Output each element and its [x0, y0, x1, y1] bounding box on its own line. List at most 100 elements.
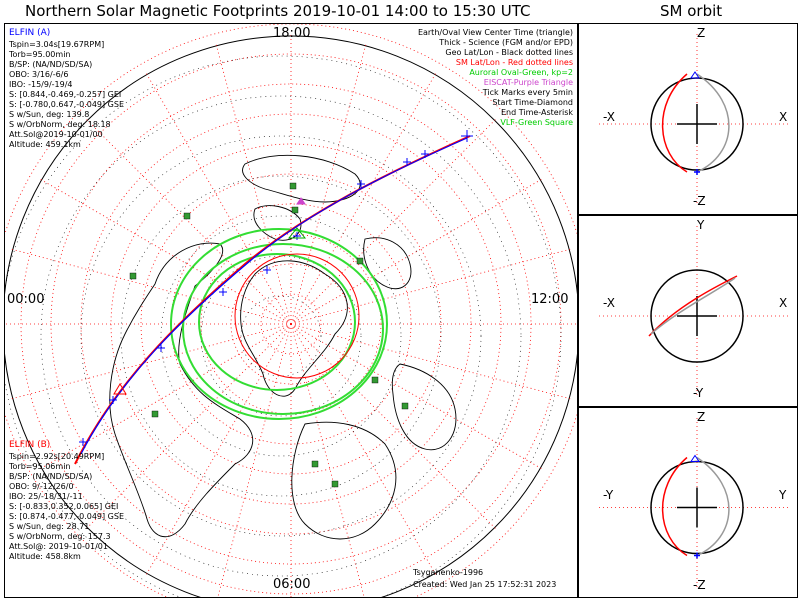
mlt-label-bottom: 06:00 [273, 577, 311, 592]
sat_a-info-line: S: [0.844,-0.469,-0.257] GEI [9, 90, 122, 99]
sat_b-info-line: S w/Sun, deg: 28.71 [9, 522, 90, 531]
axis-bottom: -Z [693, 578, 706, 592]
vlf-station [289, 182, 297, 190]
earth-outline [650, 269, 744, 363]
sat_a-info-line: S w/Sun, deg: 139.8 [9, 110, 90, 119]
sat_a-info-line: OBO: 3/16/-6/6 [9, 70, 69, 79]
vlf-station [291, 206, 299, 214]
model-label: Tsyganenko-1996 [413, 568, 484, 577]
sm-lon-line [290, 72, 437, 325]
time-tick-mark [219, 288, 227, 296]
vlf-station [183, 212, 191, 220]
page-title: Northern Solar Magnetic Footprints 2019-… [25, 2, 531, 20]
sm-lon-line [290, 43, 367, 325]
mlt-label-right: 12:00 [531, 292, 569, 307]
orbit-view-triangle [690, 71, 700, 79]
axis-bottom: -Z [693, 194, 706, 208]
geo-lat-circle [240, 295, 322, 377]
axis-left: -X [603, 296, 615, 310]
legend-entry: Tick Marks every 5min [482, 88, 573, 97]
sat-b-info: Tspin=2.92s[20.49RPM] Torb=95.06min B/SP: … [9, 452, 124, 562]
sat_b-info-line: B/SP: (NA/ND/SD/SA) [9, 472, 93, 481]
sm-lon-line [290, 323, 543, 470]
mlt-label-top: 18:00 [273, 26, 311, 41]
sm-pole-circle [234, 253, 360, 379]
axis-right: X [779, 110, 788, 124]
vlf-station [331, 480, 339, 488]
sat_b-info-line: OBO: 9/-12/26/0 [9, 482, 74, 491]
sm-lon-line [290, 248, 572, 325]
sat_b-info-line: Altitude: 458.8km [9, 552, 81, 561]
sat_b-info-line: IBO: 25/-18/31/-11 [9, 492, 83, 501]
time-tick-mark [263, 266, 271, 274]
orbit-end-marker [694, 552, 700, 559]
sm-lat-circle [20, 53, 562, 595]
sat_b-info-line: Tspin=2.92s[20.49RPM] [9, 452, 105, 461]
geo-lat-circle [200, 255, 362, 417]
coastline [109, 242, 254, 537]
orbit-track-b [648, 275, 738, 337]
legend-entry: VLF-Green Square [500, 118, 573, 127]
sm-lon-line [290, 323, 365, 597]
geo-lat-circle [5, 55, 562, 597]
axis-left: -X [603, 110, 615, 124]
sat_b-info-line: Att.Sol@: 2019-10-01/01 [9, 542, 108, 551]
earth-center-cross [677, 296, 717, 336]
sm-lon-line [290, 118, 497, 325]
sm-lon-line [39, 323, 292, 470]
vlf-station [401, 402, 409, 410]
sat_a-info-line: Tspin=3.04s[19.67RPM] [9, 40, 105, 49]
auroral-oval-inner [182, 243, 384, 415]
sm-lon-line [10, 248, 292, 325]
geo-lat-circle [40, 95, 522, 577]
time-tick-mark [293, 232, 301, 240]
coastline [391, 363, 457, 451]
sm-lon-line [145, 72, 292, 325]
sat-a-info: Tspin=3.04s[19.67RPM] Torb=95.00min B/SP: … [9, 40, 124, 150]
sat_a-info-line: S: [-0.780,0.647,-0.049] GSE [9, 100, 124, 109]
legend-entry: EISCAT-Purple Triangle [483, 78, 573, 87]
legend-entry: Geo Lat/Lon - Black dotted lines [445, 48, 573, 57]
auroral-oval-mid [198, 253, 356, 391]
orbit-title: SM orbit [660, 2, 723, 20]
sat_b-info-line: S: [-0.833,0.352,0.065] GEI [9, 502, 119, 511]
legend-entry: SM Lat/Lon - Red dotted lines [455, 58, 573, 67]
geo-lat-circle [120, 175, 442, 497]
orbit-plot-xy [599, 226, 789, 396]
orbit-panel-xz: Z -Z -X X [578, 23, 798, 215]
legend-entry: Start Time-Diamond [492, 98, 573, 107]
sat_a-info-line: Altitude: 459.1km [9, 140, 81, 149]
orbit-panel-xy: Y -Y -X X [578, 215, 798, 407]
axis-right: Y [779, 488, 787, 502]
time-tick-mark [421, 150, 429, 158]
coastline [363, 237, 412, 290]
sm-lon-line [217, 323, 292, 597]
sm-lon-line [10, 323, 292, 400]
earth-center-cross [677, 104, 717, 144]
sm-lat-circle [80, 113, 502, 535]
time-tick-mark [79, 438, 87, 446]
vlf-station [129, 272, 137, 280]
sm-lat-circle [140, 173, 442, 475]
sat_a-info-line: Torb=95.00min [9, 50, 71, 59]
legend-entry: Auroral Oval-Green, kp=2 [469, 68, 573, 77]
sm-lon-line [290, 323, 572, 400]
mlt-label-left: 00:00 [7, 292, 45, 307]
geo-lat-circle [160, 215, 402, 457]
orbit-plot-xz [599, 34, 789, 204]
sm-lon-line [290, 323, 437, 576]
orbit-plot-yz [599, 418, 789, 587]
sat_a-info-line: S w/OrbNorm, deg: 18.18 [9, 120, 111, 129]
footprint-map [5, 24, 577, 597]
sat_a-info-line: B/SP: (NA/ND/SD/SA) [9, 60, 93, 69]
coastline [291, 421, 397, 540]
vlf-station [311, 460, 319, 468]
orbit-track-a [650, 277, 736, 335]
coastline [242, 154, 361, 203]
created-label: Created: Wed Jan 25 17:52:31 2023 [413, 580, 557, 589]
axis-left: -Y [603, 488, 614, 502]
orbit-track-a [696, 456, 730, 557]
axis-top: Y [697, 218, 705, 232]
view-center-triangle [287, 227, 307, 239]
orbit-track-b [661, 73, 688, 173]
